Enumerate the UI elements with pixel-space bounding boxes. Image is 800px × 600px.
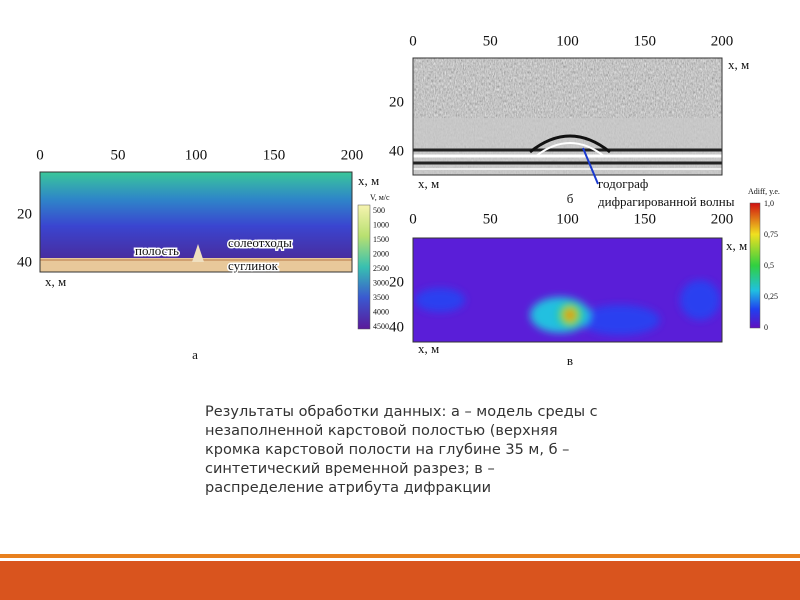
caption-line: синтетический временной разрез; в – [205,461,495,477]
colorbar-tick-label: 1500 [373,235,389,244]
region-label: суглинок [228,258,279,273]
y-tick-label: 20 [17,206,32,222]
colorbar-tick-label: 0,5 [764,261,774,270]
x-tick-label: 0 [409,33,417,49]
footer-bar [0,561,800,600]
x-tick-label: 200 [711,33,734,49]
x-tick-label: 50 [483,211,498,227]
colorbar-tick-label: 4000 [373,307,389,316]
colorbar-tick-label: 3500 [373,293,389,302]
caption-line: незаполненной карстовой полостью (верхня… [205,423,558,439]
caption-line: Результаты обработки данных: а – модель … [205,404,598,420]
x-tick-label: 0 [409,211,417,227]
annotation: дифрагированной волны [598,194,735,209]
y-tick-label: 40 [389,319,404,335]
figure-b-image [412,57,723,185]
colorbar-a [357,204,371,330]
x-tick-label: 200 [341,147,364,163]
footer-line [0,554,800,558]
x-tick-label: 100 [556,211,579,227]
region-label: солеотходы [228,235,292,250]
colorbar-tick-label: 2500 [373,264,389,273]
colorbar-tick-label: 2000 [373,249,389,258]
colorbar-tick-label: 3000 [373,278,389,287]
x-tick-label: 100 [556,33,579,49]
colorbar-tick-label: 0,75 [764,230,778,239]
region-label: полость [135,243,179,258]
axis-label: x, м [726,238,747,253]
x-tick-label: 150 [634,211,657,227]
x-tick-label: 0 [36,147,44,163]
axis-label: x, м [728,57,749,72]
colorbar-tick-label: 1,0 [764,199,774,208]
colorbar-tick-label: 0 [764,323,768,332]
axis-label: x, м [45,274,66,289]
axis-label: x, м [418,341,439,356]
annotation: годограф [598,176,648,191]
y-tick-label: 40 [17,254,32,270]
panel-caption: в [567,353,573,368]
colorbar-tick-label: 4500 [373,322,389,331]
caption-line: кромка карстовой полости на глубине 35 м… [205,442,569,458]
y-tick-label: 20 [389,274,404,290]
x-tick-label: 150 [634,33,657,49]
colorbar-title: V, м/с [370,193,390,202]
axis-label: x, м [358,173,379,188]
colorbar-tick-label: 500 [373,206,385,215]
figure-v-image [412,237,723,343]
x-tick-label: 200 [711,211,734,227]
panel-caption: б [567,191,574,206]
y-tick-label: 20 [389,94,404,110]
x-tick-label: 150 [263,147,286,163]
figure-a-image [39,171,353,273]
x-tick-label: 100 [185,147,208,163]
colorbar-tick-label: 1000 [373,220,389,229]
colorbar-tick-label: 0,25 [764,292,778,301]
x-tick-label: 50 [111,147,126,163]
colorbar-v [749,202,761,329]
y-tick-label: 40 [389,143,404,159]
axis-label: x, м [418,176,439,191]
caption-line: распределение атрибута дифракции [205,480,491,496]
panel-caption: а [192,347,198,362]
colorbar-title: Adiff, у.е. [748,187,780,196]
x-tick-label: 50 [483,33,498,49]
